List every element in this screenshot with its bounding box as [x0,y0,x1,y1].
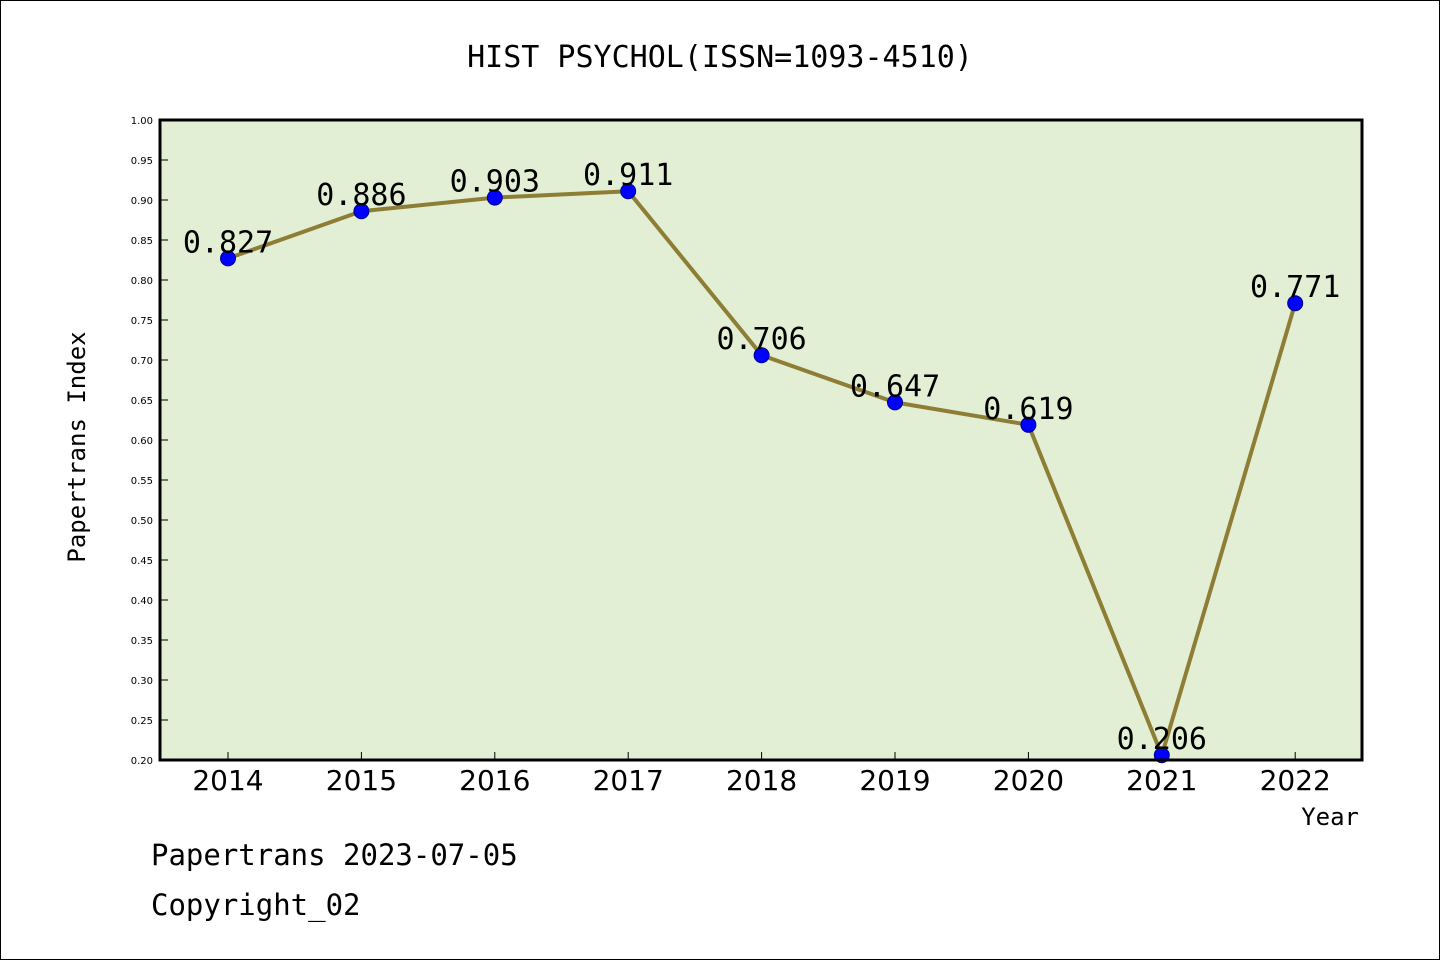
data-label: 0.706 [716,322,806,357]
data-point [620,183,637,200]
data-label: 0.771 [1250,270,1340,305]
y-tick-label: 0.85 [131,236,153,247]
data-label: 0.886 [316,178,406,213]
y-tick-label: 0.25 [131,716,153,727]
x-tick-label: 2018 [726,764,797,797]
data-label: 0.903 [450,165,540,200]
y-tick-label: 0.80 [131,276,153,287]
x-tick-label: 2022 [1260,764,1331,797]
y-axis: 0.20 0.25 0.30 0.35 0.40 0.45 0.50 0.55 0.60 0.65… [131,116,168,767]
footer-copyright: Copyright_02 [151,888,361,923]
y-tick-label: 0.20 [131,756,153,767]
y-tick-label: 0.95 [131,156,153,167]
plot-area [160,120,1362,760]
x-axis: 2014 2015 2016 2017 2018 2019 2020 2021 2022 [192,752,1331,797]
y-axis-label: Papertrans Index [63,331,91,562]
data-points [220,183,1304,764]
data-labels: 0.827 0.886 0.903 0.911 0.706 0.647 0.619 0.206… [183,158,1341,757]
data-point [753,347,770,364]
x-tick-label: 2016 [459,764,530,797]
data-label: 0.647 [850,369,940,404]
y-tick-label: 0.90 [131,196,153,207]
y-tick-label: 0.65 [131,396,153,407]
x-tick-label: 2021 [1126,764,1197,797]
y-tick-label: 0.40 [131,596,153,607]
data-label: 0.619 [983,392,1073,427]
data-point [220,250,236,267]
data-point [887,394,903,411]
x-axis-label: Year [1301,803,1359,831]
x-tick-label: 2014 [192,764,263,797]
data-point [1020,416,1037,433]
data-point [486,189,503,206]
y-tick-label: 0.35 [131,636,153,647]
y-tick-label: 0.30 [131,676,153,687]
y-tick-label: 1.00 [131,116,153,127]
y-tick-label: 0.50 [131,516,153,527]
y-tick-label: 0.60 [131,436,153,447]
x-tick-label: 2017 [593,764,664,797]
data-point [353,203,370,220]
x-tick-label: 2015 [326,764,397,797]
plot-border [158,118,1364,762]
y-tick-label: 0.55 [131,476,153,487]
chart-title: HIST PSYCHOL(ISSN=1093-4510) [467,40,973,75]
y-tick-label: 0.45 [131,556,153,567]
data-label: 0.911 [583,158,673,193]
x-tick-label: 2020 [993,764,1064,797]
data-point [1287,295,1304,312]
y-tick-label: 0.75 [131,316,153,327]
data-label: 0.827 [183,225,273,260]
x-tick-label: 2019 [859,764,930,797]
footer-date: Papertrans 2023-07-05 [151,838,518,872]
data-label: 0.206 [1117,722,1207,757]
y-tick-label: 0.70 [131,356,153,367]
